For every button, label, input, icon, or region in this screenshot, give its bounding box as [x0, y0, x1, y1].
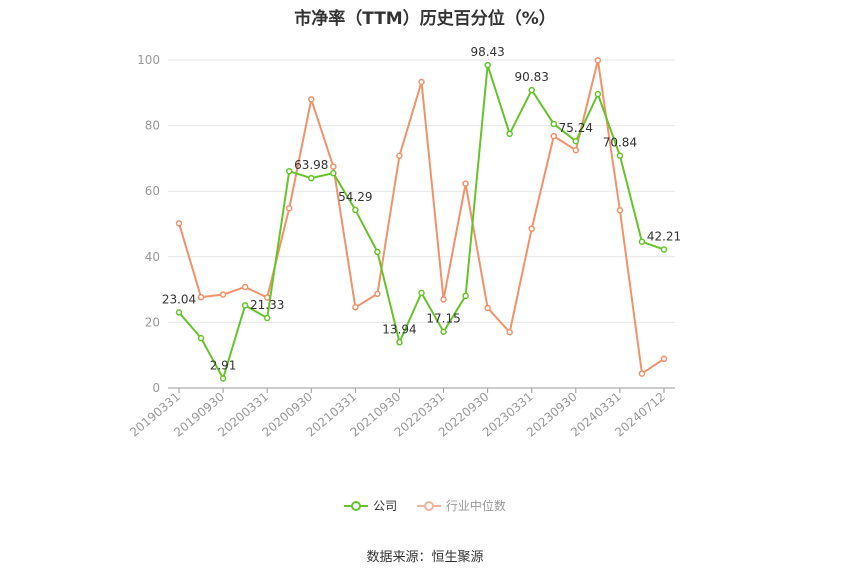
chart-title: 市净率（TTM）历史百分位（%）: [294, 9, 556, 29]
legend-item-industry[interactable]: 行业中位数: [416, 497, 506, 514]
legend-industry-marker-icon: [416, 500, 441, 511]
data-point-company-20220331: [440, 328, 447, 335]
data-point-industry-20230331: [528, 225, 535, 232]
data-label-company-20230930: 75.24: [559, 121, 593, 135]
data-point-company-20211231: [418, 289, 425, 297]
y-tick-label-40: 40: [145, 250, 160, 264]
legend-industry-label: 行业中位数: [445, 499, 506, 513]
data-point-company-20230930: [572, 137, 580, 145]
data-label-company-20210930: 13.94: [382, 322, 416, 336]
data-point-company-20240630: [638, 238, 646, 245]
data-label-company-20210331: 54.29: [338, 190, 372, 204]
data-label-company-20230331: 90.83: [515, 70, 549, 84]
legend-company-marker-icon: [344, 500, 369, 511]
data-point-industry-20230930: [572, 146, 580, 154]
data-point-company-20210930: [396, 339, 403, 346]
data-point-industry-20210930: [396, 152, 403, 160]
data-point-company-20190331: [175, 309, 183, 316]
data-point-industry-20221231: [506, 328, 513, 336]
data-point-industry-20231231: [594, 57, 602, 64]
data-point-company-20190930: [219, 375, 227, 382]
data-point-industry-20200930: [308, 96, 315, 103]
legend: 公司 行业中位数: [0, 497, 850, 514]
series-layer: [175, 57, 668, 382]
data-point-industry-20191231: [241, 283, 249, 291]
data-point-industry-20230630: [550, 132, 558, 140]
data-label-company-20220930: 98.43: [470, 45, 504, 59]
data-point-industry-20190630: [197, 293, 205, 301]
data-point-industry-20240630: [638, 370, 646, 377]
data-point-industry-20190930: [219, 291, 227, 298]
axis-layer: 0204060801002019033120190930202003312020…: [127, 53, 675, 440]
data-point-company-20201231: [330, 169, 337, 177]
data-point-industry-20240712: [660, 355, 668, 363]
data-point-industry-20210630: [374, 290, 381, 298]
data-label-layer: 23.04 2.91 21.33 63.98 54.29 13.94 17.15 98.43 9…: [162, 45, 681, 372]
data-point-company-20240331: [616, 152, 624, 159]
data-point-company-20210630: [374, 248, 381, 256]
y-tick-label-20: 20: [145, 315, 160, 329]
data-point-company-20240712: [660, 246, 668, 253]
data-label-company-20200331: 21.33: [250, 298, 284, 312]
data-point-industry-20211231: [418, 78, 425, 86]
data-point-company-20200331: [263, 314, 271, 322]
data-label-company-20190930: 2.91: [210, 358, 237, 372]
series-line-company: [178, 64, 665, 380]
data-label-company-20190331: 23.04: [162, 292, 196, 306]
data-point-industry-20201231: [330, 163, 337, 170]
data-point-company-20231231: [594, 90, 602, 98]
data-point-company-20230630: [550, 120, 558, 128]
data-point-industry-20220930: [484, 304, 491, 312]
y-tick-label-80: 80: [145, 119, 160, 133]
data-point-industry-20220630: [462, 180, 469, 187]
data-point-industry-20210331: [352, 304, 359, 311]
data-point-company-20221231: [506, 130, 513, 138]
data-point-company-20191231: [241, 302, 249, 309]
data-point-company-20220930: [484, 61, 491, 69]
data-point-industry-20220331: [440, 296, 447, 303]
y-tick-label-100: 100: [137, 53, 160, 67]
data-point-company-20200930: [308, 174, 315, 182]
data-point-company-20210331: [352, 206, 359, 214]
data-label-company-20200930: 63.98: [294, 158, 328, 172]
data-point-company-20190630: [197, 334, 205, 342]
data-label-company-20220331: 17.15: [426, 312, 460, 326]
data-point-company-20200630: [285, 167, 293, 175]
y-tick-label-0: 0: [152, 381, 160, 395]
data-point-industry-20190331: [175, 220, 183, 227]
data-point-company-20220630: [462, 292, 469, 300]
data-point-industry-20200630: [285, 205, 293, 212]
y-tick-label-60: 60: [145, 184, 160, 198]
data-point-industry-20240331: [616, 206, 624, 214]
data-point-company-20230331: [528, 86, 535, 94]
source-note: 数据来源：恒生聚源: [366, 550, 484, 565]
grid-layer: [168, 59, 675, 323]
legend-company-label: 公司: [373, 499, 398, 513]
data-label-company-20240712: 42.21: [647, 230, 681, 244]
legend-item-company[interactable]: 公司: [344, 497, 397, 514]
data-label-company-20240331: 70.84: [603, 136, 637, 150]
